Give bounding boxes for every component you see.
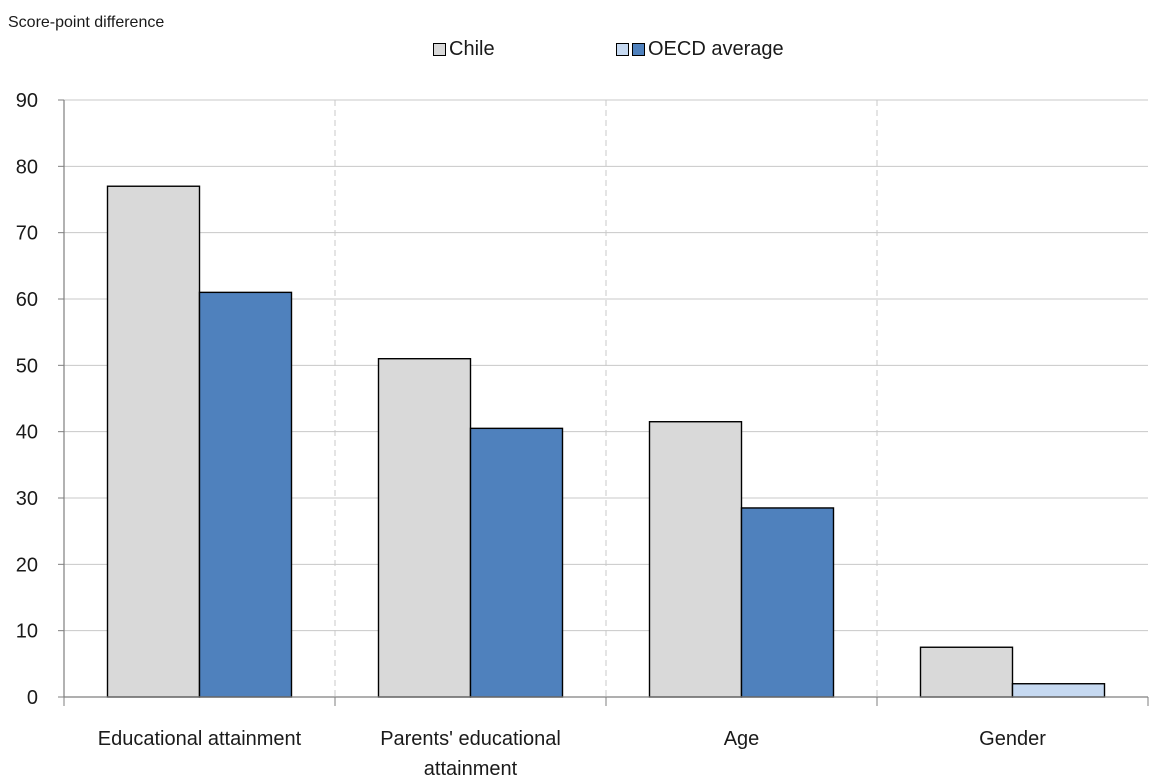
legend-swatch-oecd-light	[616, 43, 629, 56]
y-tick-label: 80	[16, 156, 38, 178]
x-category-label: attainment	[424, 758, 518, 778]
y-tick-label: 10	[16, 621, 38, 643]
legend-swatch-chile	[433, 43, 446, 56]
bar-chile-2	[648, 421, 743, 698]
y-tick-label: 50	[16, 355, 38, 377]
legend-swatch-oecd	[632, 43, 645, 56]
legend-label-chile: Chile	[449, 38, 495, 60]
bar-oecd-3	[1011, 683, 1106, 698]
legend-item-chile: Chile	[433, 38, 495, 61]
y-axis-title: Score-point difference	[8, 14, 165, 31]
bar-oecd-2	[740, 507, 835, 698]
bar-chile-0	[106, 185, 201, 698]
legend: Chile OECD average	[0, 38, 1151, 64]
bar-chile-3	[919, 646, 1014, 698]
y-tick-label: 0	[27, 687, 38, 709]
x-category-label: Educational attainment	[98, 728, 302, 750]
y-tick-label: 40	[16, 422, 38, 444]
x-category-label: Gender	[979, 728, 1046, 750]
legend-label-oecd: OECD average	[648, 38, 784, 60]
x-category-label: Parents' educational	[380, 728, 561, 750]
y-tick-label: 90	[16, 90, 38, 112]
bar-chile-1	[377, 358, 472, 698]
y-tick-label: 30	[16, 488, 38, 510]
x-category-label: Age	[724, 728, 760, 750]
bar-oecd-0	[198, 291, 293, 698]
bar-oecd-1	[469, 427, 564, 698]
y-tick-label: 60	[16, 289, 38, 311]
y-tick-label: 70	[16, 223, 38, 245]
y-tick-label: 20	[16, 554, 38, 576]
legend-item-oecd: OECD average	[616, 38, 784, 61]
